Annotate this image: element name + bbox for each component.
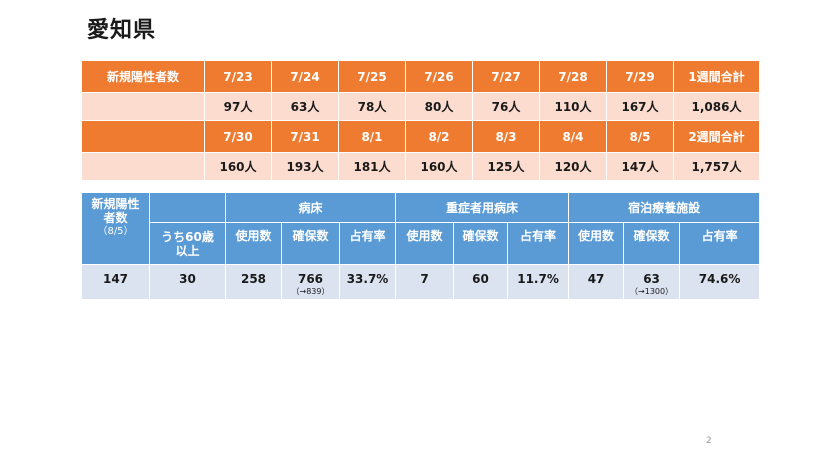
week2-header-row: 7/30 7/31 8/1 8/2 8/3 8/4 8/5 2週間合計 [81,120,760,153]
shukuhaku-group-header: 宿泊療養施設 [568,192,761,223]
byoshou-used: 258 [225,264,282,300]
column-header: 確保数 [623,222,681,265]
value-cell: 147人 [606,152,674,181]
weekly-cases-table: 新規陽性者数 7/23 7/24 7/25 7/26 7/27 7/28 7/2… [81,60,760,181]
date-cell: 7/27 [472,60,540,93]
week-total-label: 1週間合計 [673,60,760,93]
date-cell: 7/24 [271,60,339,93]
value-cell: 181人 [338,152,406,181]
column-header: 占有率 [679,222,761,265]
bed-values-row: 147 30 258 766 （→839） 33.7% 7 60 11.7% 4… [81,264,761,300]
week1-values-row: 97人 63人 78人 80人 76人 110人 167人 1,086人 [81,92,760,121]
date-cell: 7/29 [606,60,674,93]
new-cases-header-label: 新規陽性者数 [91,197,140,225]
byoshou-secured: 766 （→839） [281,264,340,300]
date-cell: 7/25 [338,60,406,93]
column-header: 使用数 [225,222,282,265]
blank-cell [81,92,205,121]
date-cell: 7/31 [271,120,339,153]
shukuhaku-secured-note: （→1300） [630,287,674,296]
value-cell: 110人 [539,92,607,121]
bed-group-header-row: 新規陽性者数 （8/5） 病床 重症者用病床 宿泊療養施設 [81,192,761,265]
value-cell: 120人 [539,152,607,181]
week-total-value: 1,086人 [673,92,760,121]
week1-header-row: 新規陽性者数 7/23 7/24 7/25 7/26 7/27 7/28 7/2… [81,60,760,93]
new-cases-label: 新規陽性者数 [81,60,205,93]
over60-header: うち60歳以上 [149,222,226,265]
two-week-total-label: 2週間合計 [673,120,760,153]
byoshou-rate: 33.7% [338,264,397,300]
value-cell: 160人 [204,152,272,181]
byoshou-group-header: 病床 [224,192,397,223]
date-cell: 8/5 [606,120,674,153]
column-header: 確保数 [453,222,509,265]
bed-occupancy-table: 新規陽性者数 （8/5） 病床 重症者用病床 宿泊療養施設 うち60歳以上 使用… [81,192,761,300]
byoshou-secured-value: 766 [297,272,324,286]
column-header: 占有率 [507,222,570,265]
date-cell: 8/3 [472,120,540,153]
value-cell: 125人 [472,152,540,181]
two-week-total-value: 1,757人 [673,152,760,181]
value-cell: 160人 [405,152,473,181]
blank-header-cell [149,192,226,223]
juushou-group-header: 重症者用病床 [395,192,570,223]
new-cases-value: 147 [81,264,150,300]
juushou-secured: 60 [453,264,509,300]
blank-cell [81,152,205,181]
new-cases-header: 新規陽性者数 （8/5） [81,192,150,265]
shukuhaku-rate: 74.6% [679,264,761,300]
bed-column-header-row: うち60歳以上 使用数 確保数 占有率 使用数 確保数 占有率 使用数 確保数 … [82,222,761,265]
value-cell: 76人 [472,92,540,121]
column-header: 占有率 [338,222,397,265]
date-cell: 8/2 [405,120,473,153]
date-cell: 7/23 [204,60,272,93]
date-cell: 7/30 [204,120,272,153]
value-cell: 63人 [271,92,339,121]
week2-values-row: 160人 193人 181人 160人 125人 120人 147人 1,757… [81,152,760,181]
column-header: 使用数 [568,222,625,265]
value-cell: 97人 [204,92,272,121]
value-cell: 193人 [271,152,339,181]
page-number: 2 [706,436,712,446]
blank-cell [81,120,205,153]
column-header: 確保数 [281,222,340,265]
value-cell: 167人 [606,92,674,121]
shukuhaku-secured-value: 63 [643,272,660,286]
date-cell: 8/4 [539,120,607,153]
over60-value: 30 [149,264,226,300]
shukuhaku-secured: 63 （→1300） [623,264,681,300]
date-cell: 8/1 [338,120,406,153]
juushou-rate: 11.7% [507,264,570,300]
value-cell: 78人 [338,92,406,121]
shukuhaku-used: 47 [568,264,625,300]
date-cell: 7/28 [539,60,607,93]
date-cell: 7/26 [405,60,473,93]
juushou-used: 7 [395,264,455,300]
value-cell: 80人 [405,92,473,121]
page-title: 愛知県 [87,18,157,43]
column-header: 使用数 [395,222,455,265]
new-cases-header-date: （8/5） [97,226,134,237]
byoshou-secured-note: （→839） [291,287,330,296]
